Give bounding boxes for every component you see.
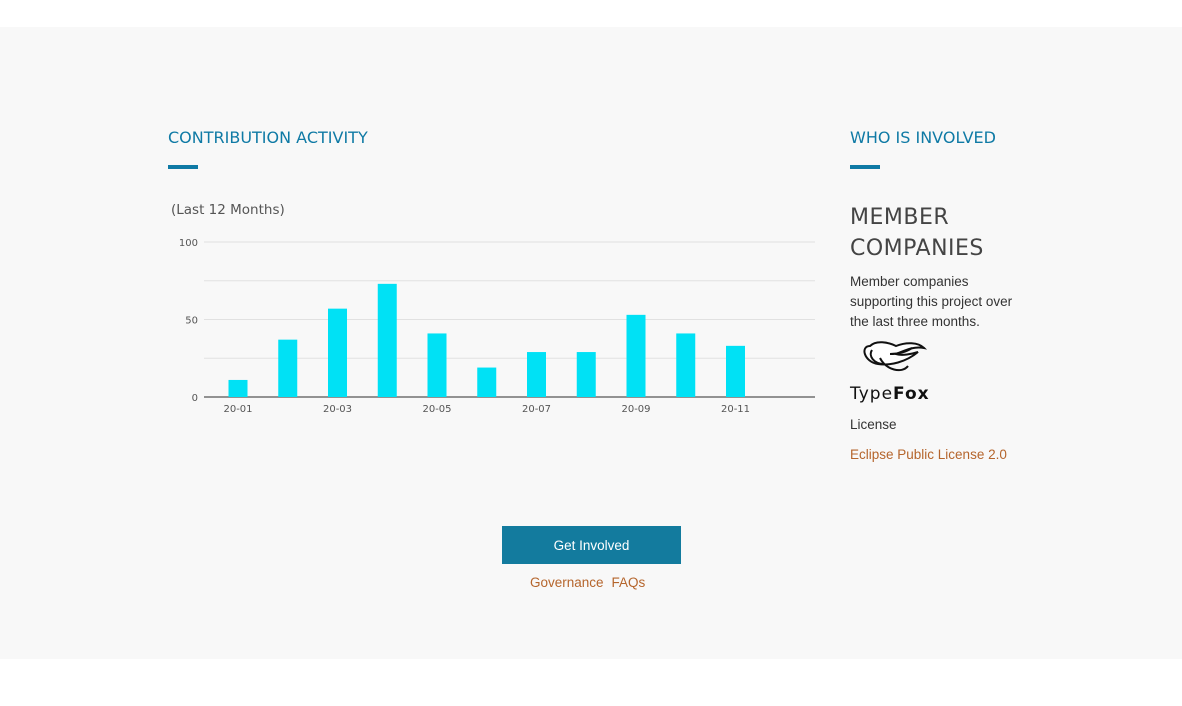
- involved-heading: WHO IS INVOLVED: [850, 128, 996, 147]
- chart-bar[interactable]: [427, 333, 447, 397]
- governance-link[interactable]: Governance: [530, 575, 604, 590]
- y-tick-label: 0: [192, 393, 198, 404]
- chart-bar[interactable]: [377, 283, 397, 397]
- chart-bar[interactable]: [726, 345, 745, 397]
- chart-bar[interactable]: [676, 333, 696, 397]
- member-title-line: COMPANIES: [850, 236, 984, 261]
- x-tick-label: 20-07: [522, 404, 551, 415]
- x-tick-label: 20-03: [323, 404, 352, 415]
- contribution-chart: (Last 12 Months) 0 50 100 20-01 20-03 20-05 2…: [171, 202, 815, 415]
- member-companies-description: Member companies supporting this project…: [850, 274, 1013, 329]
- y-tick-label: 100: [179, 238, 198, 249]
- x-tick-label: 20-09: [621, 404, 650, 415]
- member-companies-title: MEMBER COMPANIES: [850, 202, 1050, 264]
- faqs-link[interactable]: FAQs: [611, 575, 646, 590]
- member-title-line: MEMBER: [850, 205, 950, 230]
- license-link[interactable]: Eclipse Public License 2.0: [850, 447, 1007, 462]
- typefox-logo-text: TypeFox: [850, 384, 930, 404]
- chart-bar[interactable]: [278, 339, 298, 397]
- chart-title: (Last 12 Months): [171, 202, 285, 218]
- chart-bar[interactable]: [576, 352, 596, 397]
- x-tick-label: 20-05: [422, 404, 451, 415]
- y-tick-label: 50: [185, 316, 198, 327]
- get-involved-button[interactable]: Get Involved: [502, 526, 681, 564]
- heading-underline: [168, 165, 198, 169]
- chart-bar[interactable]: [527, 352, 546, 397]
- chart-bar[interactable]: [328, 308, 347, 397]
- license-label: License: [850, 417, 897, 432]
- chart-bar[interactable]: [228, 379, 248, 397]
- typefox-logo-icon[interactable]: [850, 340, 950, 406]
- x-tick-label: 20-01: [223, 404, 252, 415]
- heading-underline: [850, 165, 880, 169]
- contribution-heading: CONTRIBUTION ACTIVITY: [168, 128, 368, 147]
- logo-text-light: Type: [850, 384, 894, 404]
- chart-bar[interactable]: [477, 367, 497, 397]
- footer-links: Governance FAQs: [530, 575, 653, 590]
- chart-bar[interactable]: [626, 314, 646, 397]
- x-tick-label: 20-11: [721, 404, 750, 415]
- logo-text-bold: Fox: [893, 384, 930, 404]
